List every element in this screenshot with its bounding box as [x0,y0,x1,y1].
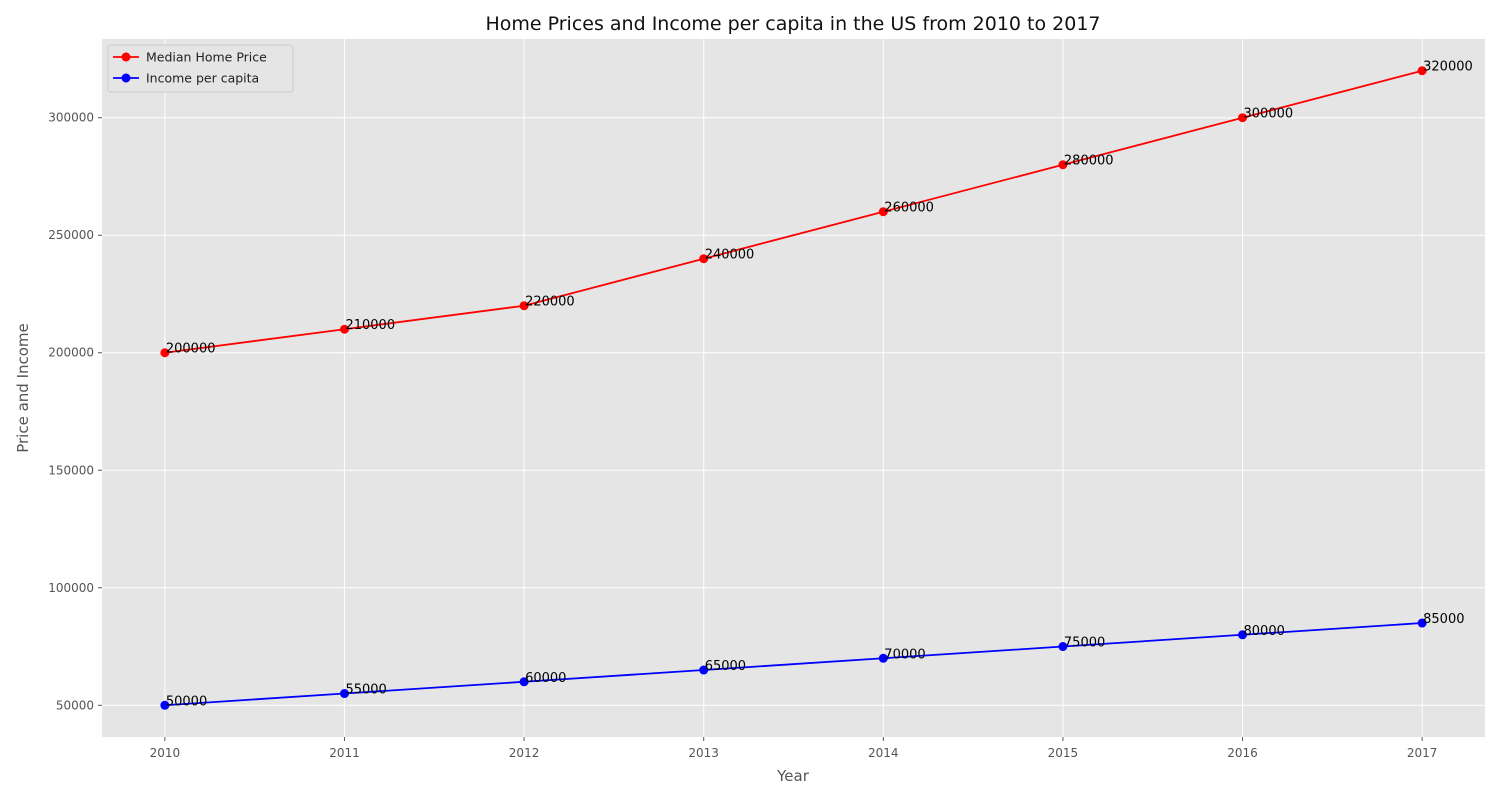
x-tick-label: 2010 [150,746,181,760]
x-axis-label: Year [776,767,810,785]
data-point [1417,66,1427,76]
plot-area [102,39,1485,737]
data-point [1058,160,1068,170]
legend-box [107,44,294,93]
legend-marker [121,73,131,83]
y-tick-label: 100000 [48,581,94,595]
data-label: 210000 [345,318,395,333]
x-tick-label: 2012 [509,746,540,760]
series-lines [160,66,1427,710]
data-point [519,677,529,687]
data-label: 70000 [884,647,925,662]
series-line-1 [164,622,1423,707]
chart-title: Home Prices and Income per capita in the… [485,13,1100,35]
data-point [1058,642,1068,652]
data-label: 220000 [525,295,575,310]
data-point [699,665,709,675]
data-label: 65000 [705,659,746,674]
data-labels: 200000 210000 220000 240000 260000 280000 3000… [166,60,1473,710]
legend-marker [121,52,131,62]
data-point [1238,113,1248,123]
data-point [339,324,349,334]
data-label: 55000 [345,683,386,698]
data-label: 50000 [166,694,207,709]
data-label: 200000 [166,342,216,357]
y-tick-label: 50000 [56,698,94,712]
data-label: 280000 [1064,154,1114,169]
data-point [1238,630,1248,640]
x-tick-label: 2013 [688,746,719,760]
grid-lines [102,39,1485,737]
y-axis-ticks: 50000 100000 150000 200000 250000 300000 [48,111,102,712]
data-point [1417,618,1427,628]
data-label: 320000 [1423,60,1473,75]
data-point [339,689,349,699]
x-axis-ticks: 2010 2011 2012 2013 2014 2015 2016 2017 [150,737,1438,760]
data-point [519,301,529,311]
legend-entry-label: Income per capita [146,71,259,86]
y-tick-label: 250000 [48,228,94,242]
data-point [160,348,170,358]
x-tick-label: 2016 [1227,746,1258,760]
data-label: 80000 [1244,624,1285,639]
data-label: 85000 [1423,612,1464,627]
data-point [160,700,170,710]
data-point [878,207,888,217]
x-tick-label: 2014 [868,746,899,760]
data-label: 260000 [884,201,934,216]
legend-entry-label: Median Home Price [146,50,267,65]
data-label: 300000 [1244,107,1294,122]
data-point [699,254,709,264]
y-tick-label: 200000 [48,346,94,360]
series-line-0 [164,69,1423,354]
x-tick-label: 2015 [1048,746,1079,760]
data-label: 60000 [525,671,566,686]
y-tick-label: 150000 [48,463,94,477]
y-axis-label: Price and Income [14,323,32,453]
x-tick-label: 2011 [329,746,360,760]
y-tick-label: 300000 [48,111,94,125]
data-point [878,653,888,663]
legend: Median Home Price Income per capita [107,44,294,93]
data-label: 240000 [705,248,755,263]
x-tick-label: 2017 [1407,746,1438,760]
data-label: 75000 [1064,636,1105,651]
